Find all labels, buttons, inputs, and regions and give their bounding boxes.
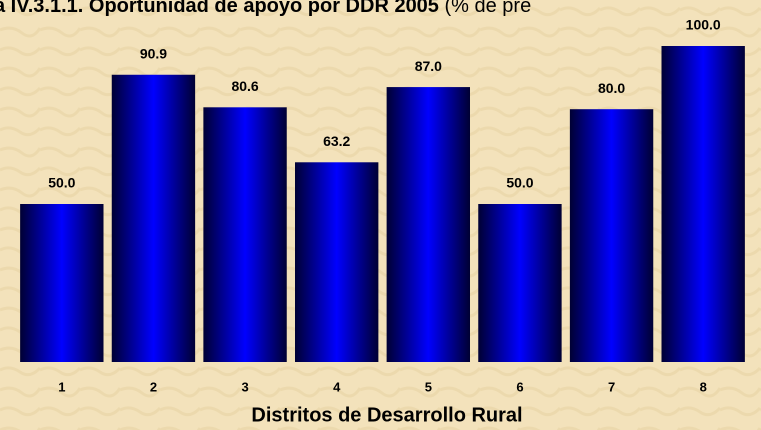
x-tick-label: 3 (241, 379, 248, 394)
bar (203, 107, 287, 362)
x-tick-label: 8 (700, 379, 707, 394)
x-tick-label: 6 (516, 379, 523, 394)
x-axis-title: Distritos de Desarrollo Rural (251, 404, 522, 426)
value-label: 50.0 (48, 175, 75, 191)
bar (294, 162, 379, 362)
bar (478, 204, 562, 362)
bar (111, 74, 196, 363)
x-tick-label: 2 (150, 379, 157, 394)
chart-subtitle: (% de pre (445, 0, 532, 17)
x-tick-label: 7 (608, 379, 615, 394)
bar (20, 204, 104, 362)
x-tick-label: 5 (425, 379, 432, 394)
value-label: 80.6 (231, 78, 258, 94)
value-label: 100.0 (686, 17, 721, 33)
value-label: 50.0 (506, 175, 533, 191)
value-label: 63.2 (323, 133, 350, 149)
x-tick-label: 1 (58, 379, 65, 394)
bar (661, 46, 745, 362)
value-label: 90.9 (140, 45, 167, 61)
x-tick-label: 4 (333, 379, 341, 394)
bar (386, 87, 471, 362)
chart-title-line: a IV.3.1.1. Oportunidad de apoyo por DDR… (0, 0, 531, 17)
value-label: 80.0 (598, 80, 625, 96)
value-label: 87.0 (415, 58, 442, 74)
chart-title: a IV.3.1.1. Oportunidad de apoyo por DDR… (0, 0, 439, 17)
bar (569, 109, 654, 362)
